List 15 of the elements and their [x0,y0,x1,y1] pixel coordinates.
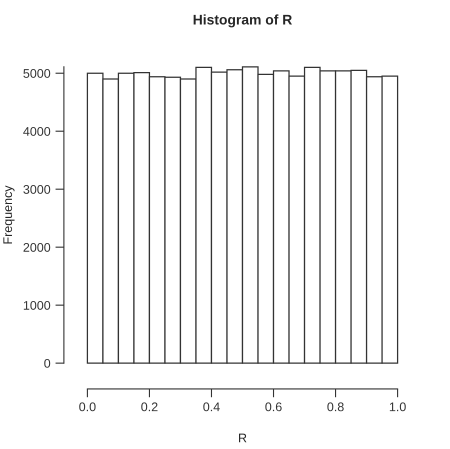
y-tick-label: 3000 [23,185,50,194]
y-tick-label: 0 [44,358,50,368]
x-axis-title: R [239,434,246,442]
chart-title: Histogram of R [194,14,292,28]
y-axis-title: Frequency [3,185,15,244]
y-tick-label: 1000 [24,300,50,310]
x-tick-label: 0.6 [265,402,282,412]
x-tick-label: 0.2 [141,402,158,412]
x-tick-label: 0.8 [327,402,344,412]
x-tick-label: 0.0 [79,402,96,412]
x-tick-label: 1.0 [390,402,406,412]
x-tick-label: 0.4 [203,402,220,412]
y-tick-label: 2000 [24,242,50,252]
y-tick-label: 4000 [23,127,50,136]
y-tick-label: 5000 [23,69,50,78]
